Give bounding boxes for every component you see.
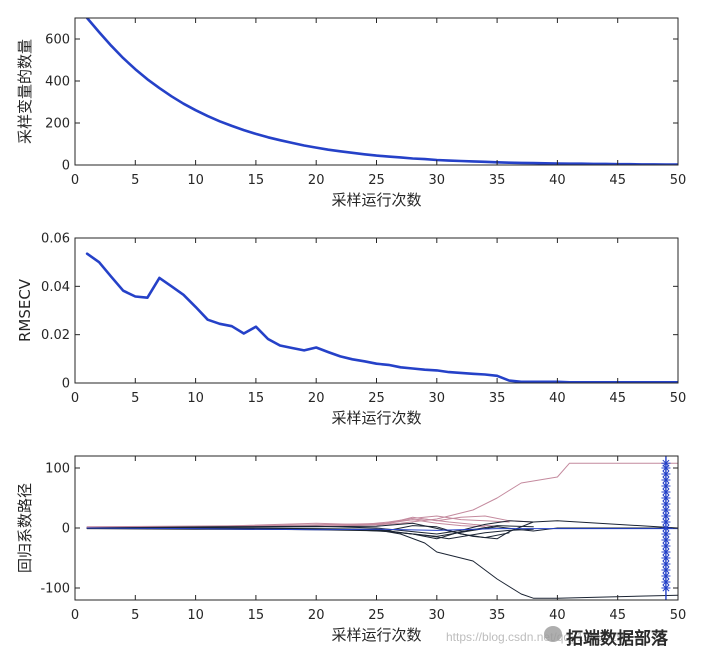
x-tick-label: 0 xyxy=(71,608,79,623)
marker-star-22 xyxy=(661,458,671,468)
watermark: https://blog.csdn.net/qq_19600291 拓端数据部落 xyxy=(440,622,698,652)
x-tick-label: 35 xyxy=(489,391,506,406)
x-axis-label: 采样运行次数 xyxy=(331,409,421,427)
series-group xyxy=(85,252,678,383)
x-tick-label: 40 xyxy=(549,608,566,623)
series-line-1 xyxy=(86,462,678,529)
marker-star-2 xyxy=(661,577,671,587)
marker-star-5 xyxy=(661,559,671,569)
wechat-icon xyxy=(544,626,562,642)
x-tick-label: 50 xyxy=(670,608,687,623)
y-tick-label: 0 xyxy=(62,522,70,537)
x-tick-label: 20 xyxy=(308,173,325,188)
series-line-6 xyxy=(86,527,678,599)
axes-frame xyxy=(74,237,679,384)
x-tick-label: 50 xyxy=(670,173,687,188)
y-tick-label: 100 xyxy=(45,462,70,477)
y-tick-label: 600 xyxy=(45,33,70,48)
y-tick-label: 0.04 xyxy=(41,280,70,295)
x-tick-label: 5 xyxy=(131,173,139,188)
x-axis-label: 采样运行次数 xyxy=(331,191,421,209)
x-tick-label: 15 xyxy=(248,391,265,406)
x-tick-label: 15 xyxy=(248,173,265,188)
watermark-url: https://blog.csdn.net/qq_19600291 xyxy=(446,630,631,644)
y-tick-label: 0 xyxy=(62,159,70,174)
y-tick-label: 0 xyxy=(62,377,70,392)
y-axis-label: 回归系数路径 xyxy=(16,483,34,573)
y-tick-label: -100 xyxy=(40,582,70,597)
x-tick-label: 30 xyxy=(429,173,446,188)
chart-2: 0 5 10 15 20 25 30 35 40 45 50 0 0.02 0.04 0.06 采样运行次数 R… xyxy=(16,232,686,428)
x-tick-label: 35 xyxy=(489,608,506,623)
watermark-brand: 拓端数据部落 xyxy=(566,629,668,649)
x-tick-label: 25 xyxy=(368,608,385,623)
series-line-1 xyxy=(85,18,678,165)
x-tick-label: 45 xyxy=(609,608,626,623)
series-line-1 xyxy=(85,252,678,383)
marker-star-16 xyxy=(661,493,671,503)
y-axis-label: 采样变量的数量 xyxy=(16,39,34,144)
x-tick-label: 30 xyxy=(429,608,446,623)
marker-star-3 xyxy=(661,571,671,581)
x-tick-label: 20 xyxy=(308,391,325,406)
marker-star-1 xyxy=(661,583,671,593)
x-tick-label: 5 xyxy=(131,608,139,623)
series-group xyxy=(86,456,678,600)
series-group xyxy=(85,18,678,165)
x-tick-label: 20 xyxy=(308,608,325,623)
marker-star-4 xyxy=(661,565,671,575)
x-tick-label: 10 xyxy=(187,173,204,188)
x-tick-label: 50 xyxy=(670,391,687,406)
x-tick-label: 40 xyxy=(549,173,566,188)
x-tick-label: 45 xyxy=(609,391,626,406)
y-axis-label: RMSECV xyxy=(16,278,34,342)
x-tick-label: 30 xyxy=(429,391,446,406)
marker-star-9 xyxy=(661,535,671,545)
marker-star-18 xyxy=(661,481,671,491)
marker-star-19 xyxy=(661,475,671,485)
series-line-5 xyxy=(86,519,486,528)
y-tick-label: 400 xyxy=(45,75,70,90)
x-axis-label: 采样运行次数 xyxy=(331,626,421,644)
chart-1: 0 5 10 15 20 25 30 35 40 45 50 0 200 400 600 采样运行次数 采样变量… xyxy=(16,17,687,209)
x-tick-label: 15 xyxy=(248,608,265,623)
x-tick-label: 10 xyxy=(187,391,204,406)
x-tick-label: 25 xyxy=(368,173,385,188)
x-tick-label: 25 xyxy=(368,391,385,406)
x-tick-label: 45 xyxy=(609,173,626,188)
x-tick-label: 35 xyxy=(489,173,506,188)
y-tick-label: 0.02 xyxy=(41,328,70,343)
x-tick-label: 0 xyxy=(71,173,79,188)
x-tick-label: 5 xyxy=(131,391,139,406)
y-tick-label: 0.06 xyxy=(41,232,70,247)
x-tick-label: 0 xyxy=(71,391,79,406)
y-tick-label: 200 xyxy=(45,117,70,132)
series-line-8 xyxy=(86,520,534,535)
x-tick-label: 40 xyxy=(549,391,566,406)
series-line-13 xyxy=(86,527,678,531)
x-tick-label: 10 xyxy=(187,608,204,623)
